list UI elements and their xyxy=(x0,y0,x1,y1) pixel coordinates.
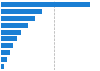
Bar xyxy=(1,2,90,7)
Bar xyxy=(1,16,35,21)
Bar xyxy=(1,36,17,41)
Bar xyxy=(1,30,22,35)
Bar xyxy=(1,57,7,62)
Bar xyxy=(1,43,13,48)
Bar xyxy=(1,9,42,14)
Bar xyxy=(1,50,10,55)
Bar xyxy=(1,64,4,69)
Bar xyxy=(1,23,28,28)
